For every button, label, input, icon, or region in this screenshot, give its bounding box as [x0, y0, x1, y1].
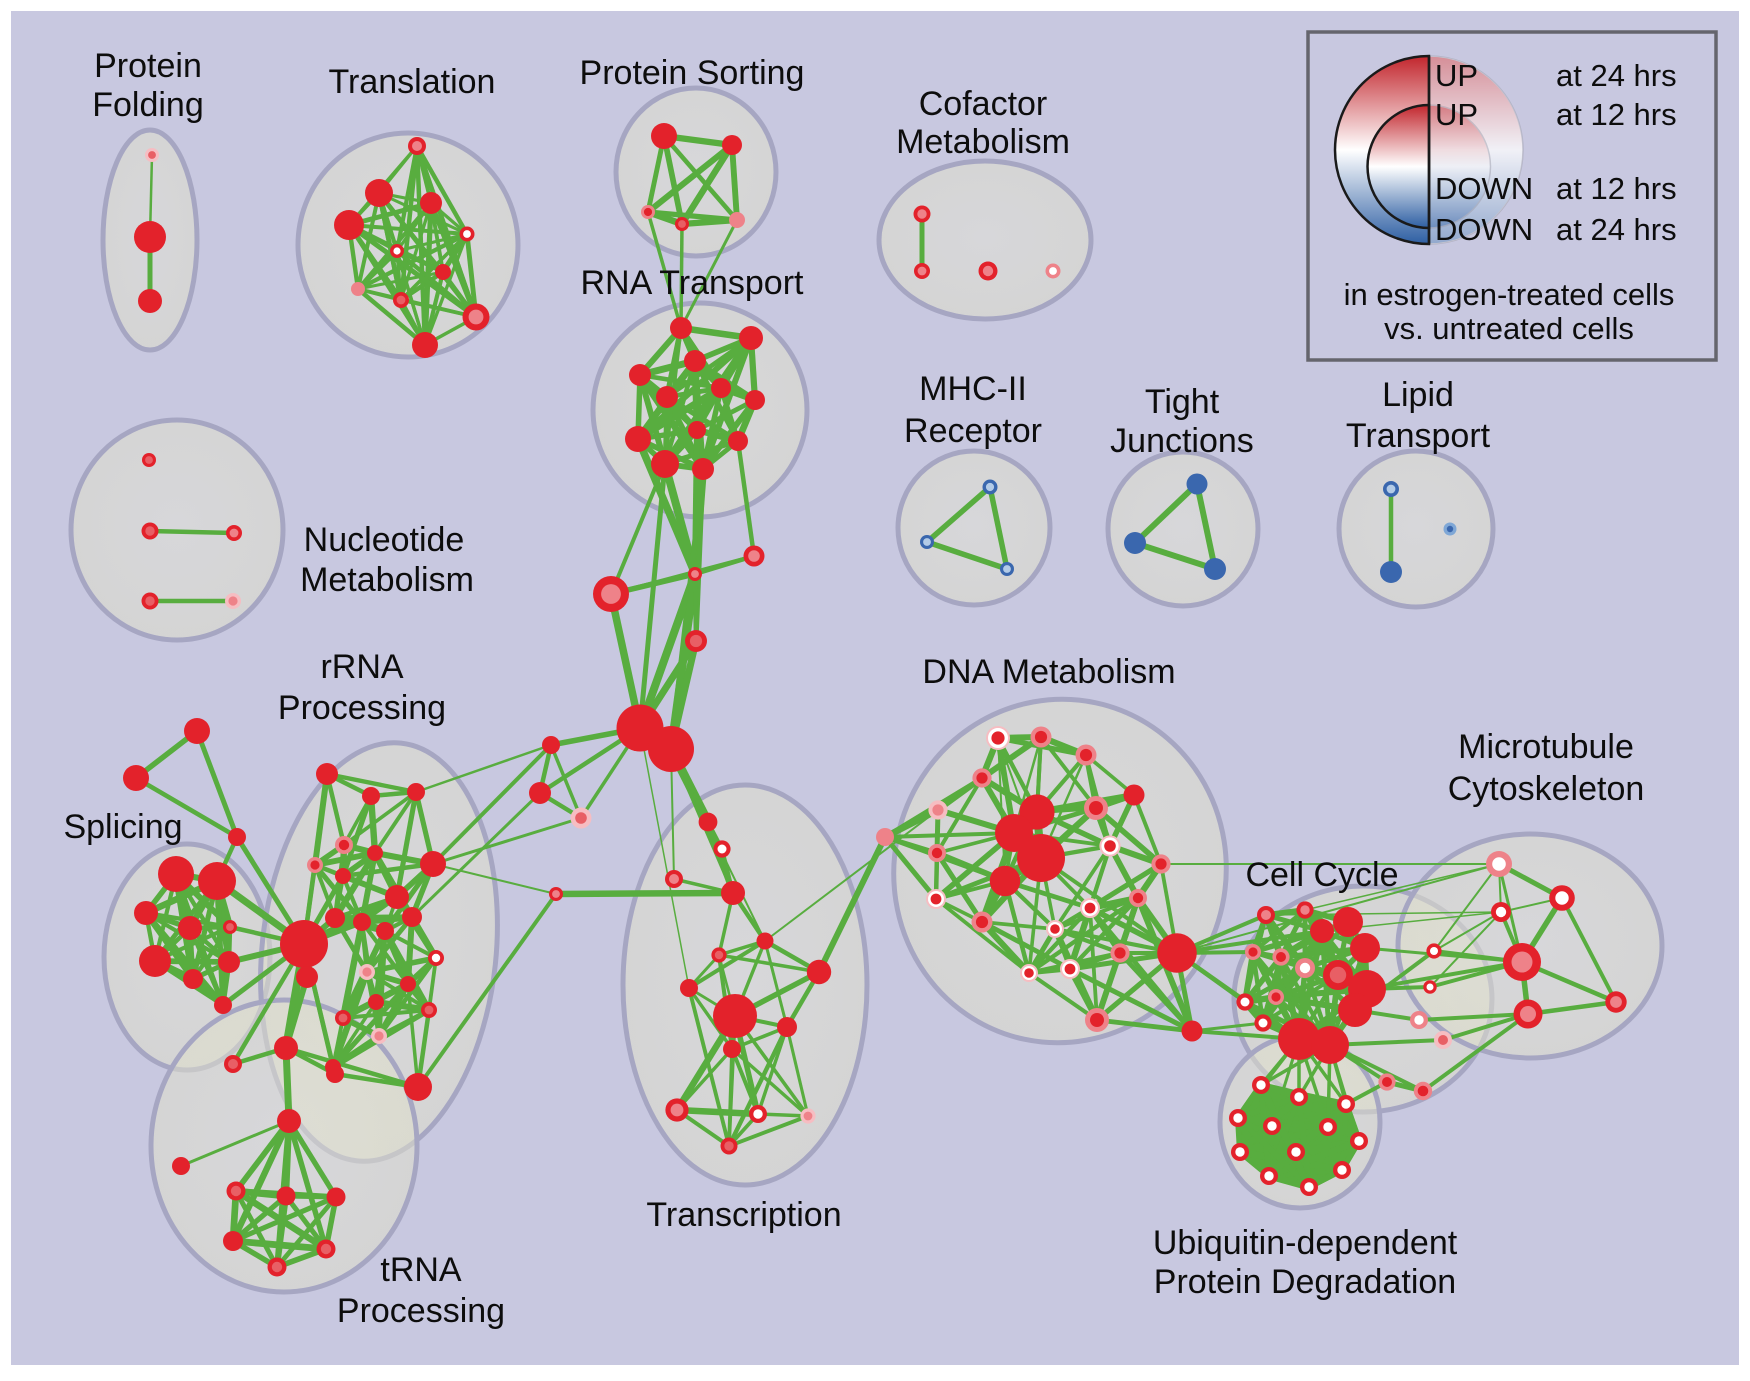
svg-text:rRNA: rRNA	[320, 648, 403, 686]
svg-text:Processing: Processing	[278, 689, 446, 727]
svg-text:Transcription: Transcription	[646, 1196, 841, 1234]
svg-text:Microtubule: Microtubule	[1458, 728, 1634, 766]
svg-text:Protein Degradation: Protein Degradation	[1154, 1263, 1456, 1301]
svg-text:Translation: Translation	[329, 63, 496, 101]
svg-text:Tight: Tight	[1145, 383, 1220, 421]
svg-text:Folding: Folding	[92, 86, 204, 124]
svg-text:at 12 hrs: at 12 hrs	[1556, 97, 1677, 132]
svg-text:at 24 hrs: at 24 hrs	[1556, 212, 1677, 247]
svg-text:RNA Transport: RNA Transport	[581, 264, 805, 302]
svg-text:tRNA: tRNA	[380, 1251, 462, 1289]
svg-text:Protein: Protein	[94, 47, 202, 85]
svg-text:MHC-II: MHC-II	[919, 370, 1027, 408]
svg-text:Cytoskeleton: Cytoskeleton	[1448, 770, 1645, 808]
svg-text:at 24 hrs: at 24 hrs	[1556, 58, 1677, 93]
svg-text:Ubiquitin-dependent: Ubiquitin-dependent	[1153, 1224, 1458, 1262]
svg-text:DNA Metabolism: DNA Metabolism	[922, 653, 1175, 691]
svg-text:Nucleotide: Nucleotide	[304, 521, 465, 559]
svg-text:Cofactor: Cofactor	[919, 85, 1048, 123]
svg-text:DOWN: DOWN	[1435, 212, 1533, 247]
svg-text:Transport: Transport	[1346, 417, 1491, 455]
svg-text:Protein Sorting: Protein Sorting	[580, 54, 805, 92]
svg-text:Receptor: Receptor	[904, 412, 1042, 450]
svg-text:vs. untreated cells: vs. untreated cells	[1384, 311, 1634, 346]
svg-text:Lipid: Lipid	[1382, 376, 1454, 414]
svg-text:in estrogen-treated cells: in estrogen-treated cells	[1344, 277, 1675, 312]
svg-text:Splicing: Splicing	[63, 808, 182, 846]
svg-text:DOWN: DOWN	[1435, 171, 1533, 206]
svg-text:Junctions: Junctions	[1110, 422, 1254, 460]
svg-text:Cell Cycle: Cell Cycle	[1245, 856, 1398, 894]
svg-text:at 12 hrs: at 12 hrs	[1556, 171, 1677, 206]
svg-text:UP: UP	[1435, 97, 1478, 132]
svg-text:Metabolism: Metabolism	[896, 123, 1070, 161]
svg-text:Metabolism: Metabolism	[300, 561, 474, 599]
svg-text:Processing: Processing	[337, 1292, 505, 1330]
svg-text:UP: UP	[1435, 58, 1478, 93]
